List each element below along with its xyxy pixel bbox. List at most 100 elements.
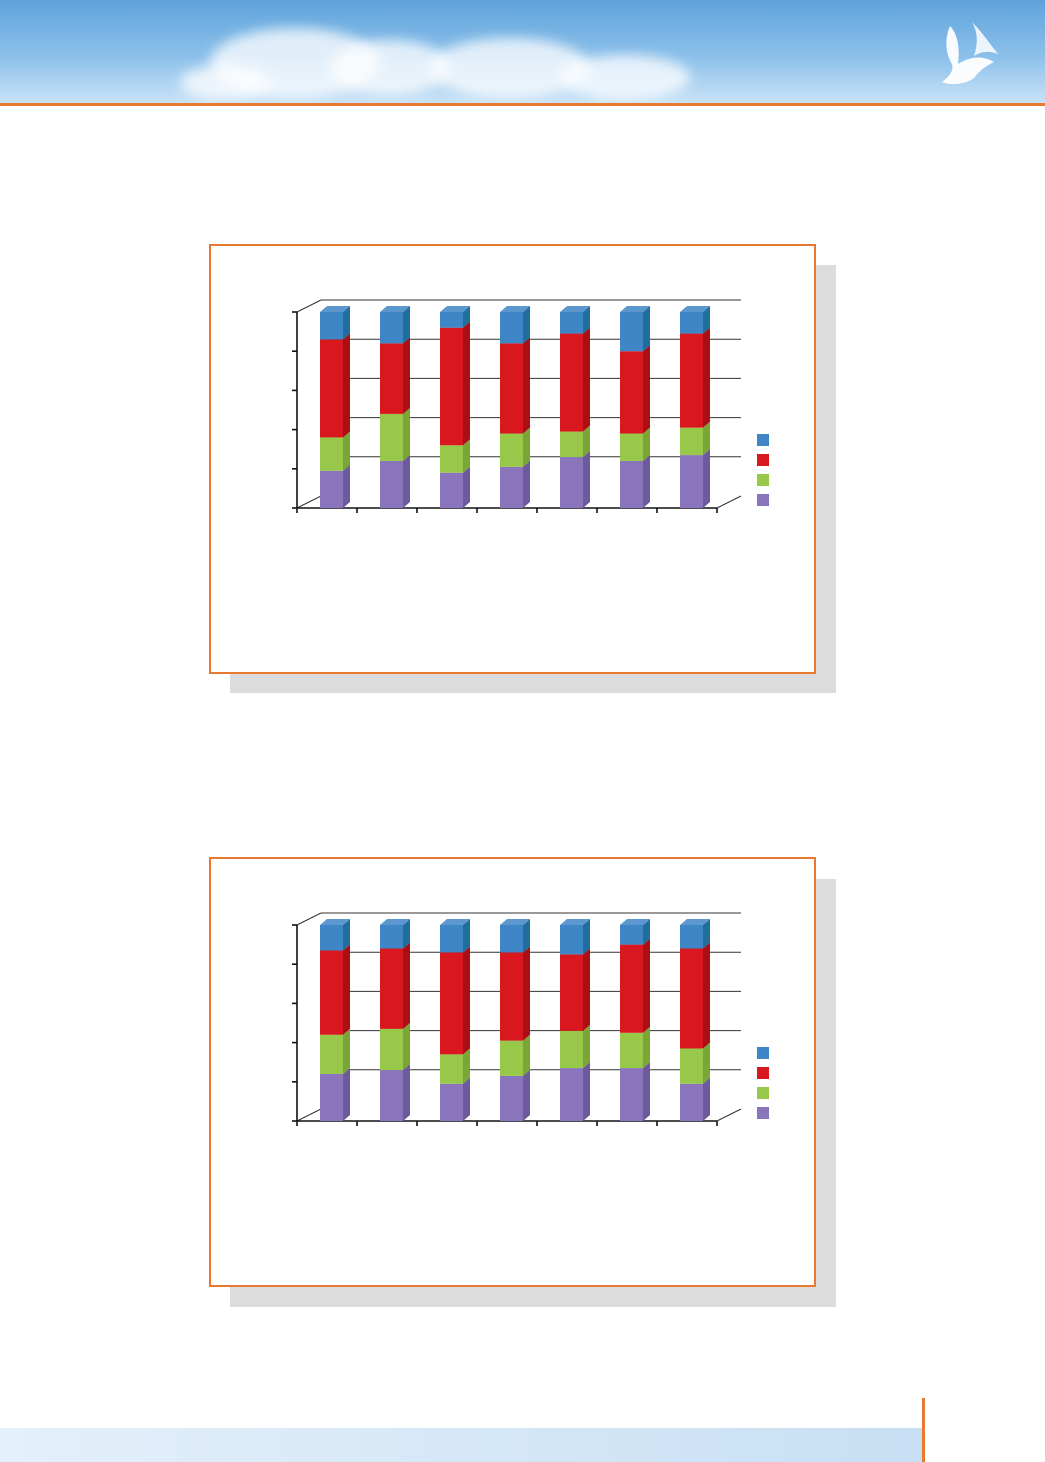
bar-segment (380, 1028, 403, 1071)
bar-segment (320, 312, 343, 340)
bar-segment-side (643, 427, 650, 461)
stacked-bar-chart-2 (292, 912, 769, 1126)
bar-segment-side (463, 466, 470, 508)
bar-segment (620, 312, 643, 352)
bar-segment-side (643, 919, 650, 945)
bar-segment-side (343, 1028, 350, 1074)
bar-segment (440, 1054, 463, 1084)
bar-segment-side (523, 427, 530, 467)
bar-top (320, 919, 350, 925)
bar-top (680, 306, 710, 312)
bar-segment (500, 1040, 523, 1076)
bar-segment-side (463, 946, 470, 1055)
bar-segment-side (343, 333, 350, 438)
header-banner (0, 0, 1045, 103)
bar-segment (320, 1073, 343, 1121)
bar-segment (560, 457, 583, 508)
bar-segment (500, 952, 523, 1041)
bar-segment (560, 1030, 583, 1069)
bar-segment (680, 1083, 703, 1121)
bar-segment (440, 327, 463, 446)
bar-segment-side (523, 337, 530, 434)
bar-top (500, 306, 530, 312)
bar-segment-side (583, 919, 590, 955)
bar-segment (440, 312, 463, 328)
axis-edge (296, 1108, 322, 1122)
footer-bar (0, 1428, 922, 1462)
bar-segment-side (403, 454, 410, 508)
bar-segment-side (583, 948, 590, 1031)
bar-segment-side (403, 919, 410, 949)
bar-segment-side (403, 1022, 410, 1071)
axis-edge (716, 1108, 742, 1122)
bar-segment (320, 950, 343, 1035)
bar-segment-side (523, 919, 530, 953)
bar-segment (440, 925, 463, 953)
bar-segment (500, 1075, 523, 1121)
bar-segment-side (523, 306, 530, 344)
bar-segment (380, 343, 403, 414)
bar-segment (620, 944, 643, 1033)
bar-segment (380, 925, 403, 949)
bar-segment-side (643, 1026, 650, 1069)
axis-edge (296, 495, 322, 509)
legend-swatch (757, 1087, 769, 1099)
bar-segment (680, 333, 703, 428)
bar-segment-side (343, 306, 350, 340)
bar-segment (680, 312, 703, 334)
bar-segment (680, 948, 703, 1049)
bar-top (620, 919, 650, 925)
cloud-decoration (180, 65, 270, 100)
bar-segment-side (703, 449, 710, 508)
bar-segment (500, 925, 523, 953)
bar-segment-side (703, 421, 710, 456)
bar-segment (500, 343, 523, 434)
bar-segment-side (343, 919, 350, 951)
bar-segment-side (343, 431, 350, 471)
bar-top (440, 919, 470, 925)
bar-segment-side (703, 1077, 710, 1121)
bar-segment-side (403, 306, 410, 344)
bar-segment (680, 455, 703, 508)
bar-segment (440, 445, 463, 473)
bar-segment-side (463, 1048, 470, 1084)
stacked-bar-chart-1 (292, 299, 769, 513)
bar-top (560, 306, 590, 312)
bar-segment (440, 1083, 463, 1121)
bar-segment (560, 925, 583, 955)
bar-segment (620, 433, 643, 461)
bar-segment-side (523, 1069, 530, 1121)
bar-segment-side (703, 942, 710, 1049)
bar-top (320, 306, 350, 312)
bar-segment-side (523, 946, 530, 1041)
bar-segment (320, 437, 343, 471)
bar-segment-side (463, 321, 470, 446)
cloud-decoration (560, 55, 690, 100)
bar-segment-side (523, 460, 530, 508)
bar-segment (620, 351, 643, 434)
bar-segment-side (583, 1062, 590, 1121)
bar-top (560, 919, 590, 925)
bar-segment (380, 948, 403, 1029)
bar-segment-side (403, 1064, 410, 1121)
bar-segment-side (523, 1034, 530, 1076)
bar-segment-side (583, 306, 590, 334)
bar-top (380, 919, 410, 925)
bar-segment (560, 1068, 583, 1121)
bird-logo-icon (942, 22, 998, 85)
axis-edge (716, 495, 742, 509)
bar-segment (440, 472, 463, 508)
bar-segment (380, 413, 403, 461)
bar-segment-side (703, 919, 710, 949)
bar-segment (500, 433, 523, 467)
bar-segment (500, 312, 523, 344)
bar-segment-side (463, 306, 470, 328)
bar-segment (320, 339, 343, 438)
footer-rule (922, 1398, 925, 1462)
bar-segment (620, 1032, 643, 1069)
bar-segment (500, 466, 523, 508)
bar-segment (620, 1068, 643, 1121)
bar-segment-side (343, 464, 350, 508)
bar-segment (320, 470, 343, 508)
bar-segment (560, 333, 583, 432)
